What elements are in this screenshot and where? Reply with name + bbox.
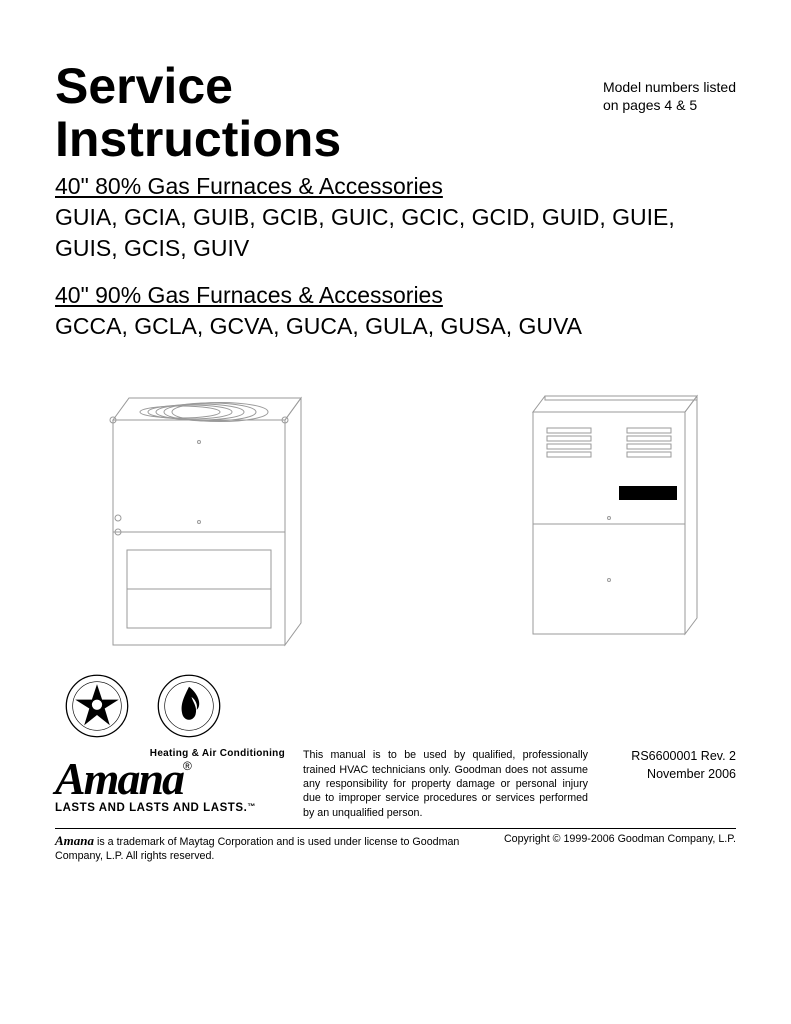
- trademark-symbol: ™: [247, 802, 256, 811]
- section2-models: GCCA, GCLA, GCVA, GUCA, GULA, GUSA, GUVA: [55, 311, 736, 342]
- brand-block: Heating & Air Conditioning Amana® LASTS …: [55, 748, 285, 814]
- model-note-l1: Model numbers listed: [603, 78, 736, 96]
- furnace-closed-icon: [511, 392, 706, 642]
- design-certified-badge-icon: [65, 674, 129, 738]
- model-note-l2: on pages 4 & 5: [603, 96, 736, 114]
- copyright-text: Copyright © 1999-2006 Goodman Company, L…: [504, 833, 736, 864]
- document-date: November 2006: [606, 766, 736, 784]
- document-meta: RS6600001 Rev. 2 November 2006: [606, 748, 736, 783]
- footer: Amana is a trademark of Maytag Corporati…: [55, 828, 736, 864]
- trademark-legal-text: is a trademark of Maytag Corporation and…: [55, 836, 459, 862]
- section1-heading: 40" 80% Gas Furnaces & Accessories: [55, 173, 736, 200]
- bottom-info-row: Heating & Air Conditioning Amana® LASTS …: [55, 748, 736, 820]
- brand-logo: Amana®: [55, 759, 285, 799]
- document-revision: RS6600001 Rev. 2: [606, 748, 736, 766]
- furnace-illustrations: [55, 392, 736, 652]
- document-title: Service Instructions: [55, 60, 341, 165]
- title-line1: Service: [55, 60, 341, 113]
- brand-tagline-bottom: LASTS AND LASTS AND LASTS.™: [55, 802, 285, 814]
- disclaimer-text: This manual is to be used by qualified, …: [303, 748, 588, 820]
- registered-mark: ®: [183, 759, 192, 773]
- trademark-note: Amana is a trademark of Maytag Corporati…: [55, 833, 495, 864]
- section2-heading: 40" 90% Gas Furnaces & Accessories: [55, 282, 736, 309]
- header-row: Service Instructions Model numbers liste…: [55, 60, 736, 165]
- brand-tagline-text: LASTS AND LASTS AND LASTS.: [55, 802, 247, 814]
- certification-badges: [65, 674, 736, 738]
- title-line2: Instructions: [55, 113, 341, 166]
- model-listing-note: Model numbers listed on pages 4 & 5: [603, 78, 736, 114]
- footer-brand-name: Amana: [55, 833, 94, 848]
- brand-name: Amana: [55, 753, 183, 804]
- product-sections: 40" 80% Gas Furnaces & Accessories GUIA,…: [55, 173, 736, 342]
- section1-models: GUIA, GCIA, GUIB, GCIB, GUIC, GCIC, GCID…: [55, 202, 736, 264]
- csa-flame-badge-icon: [157, 674, 221, 738]
- furnace-open-icon: [85, 392, 315, 652]
